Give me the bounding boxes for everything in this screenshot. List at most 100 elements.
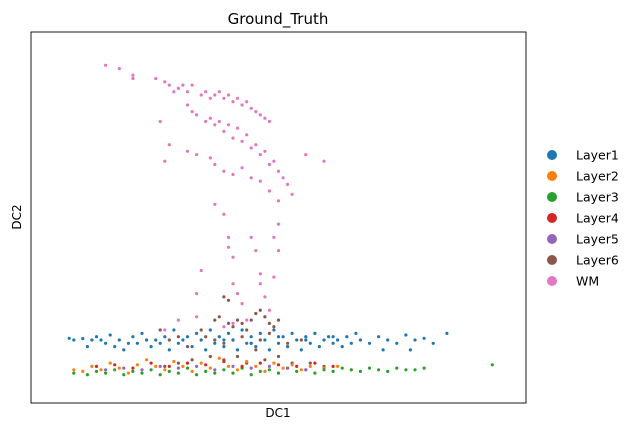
point-wm-3: [131, 76, 135, 81]
point-layer1-65: [445, 331, 449, 335]
point-layer3-17: [231, 371, 235, 375]
point-layer6-27: [176, 335, 180, 339]
point-layer3-36: [404, 368, 408, 372]
point-layer1-24: [208, 328, 212, 332]
point-layer3-8: [149, 368, 153, 372]
point-wm-20: [235, 96, 240, 100]
point-layer3-24: [295, 369, 299, 373]
point-layer1-33: [249, 335, 253, 339]
point-wm-82: [272, 235, 276, 239]
point-wm-30: [195, 113, 199, 117]
point-wm-87: [231, 321, 235, 325]
legend-marker-layer1: [547, 150, 557, 160]
point-wm-83: [276, 222, 281, 226]
point-layer6-9: [249, 318, 253, 322]
point-wm-86: [245, 318, 249, 322]
point-layer5-4: [176, 366, 180, 370]
point-layer6-18: [213, 338, 217, 342]
point-layer1-49: [322, 338, 326, 342]
point-layer1-71: [126, 341, 130, 345]
point-layer2-1: [81, 369, 85, 373]
point-layer2-22: [272, 361, 276, 365]
point-layer2-25: [299, 368, 303, 372]
point-layer3-5: [122, 373, 126, 377]
point-layer2-8: [145, 358, 149, 362]
legend-marker-layer3: [547, 192, 557, 202]
point-layer3-38: [422, 366, 426, 370]
point-wm-91: [195, 315, 199, 319]
point-layer1-14: [154, 338, 158, 342]
point-layer1-40: [281, 335, 285, 339]
point-layer5-0: [104, 368, 108, 372]
point-layer4-8: [240, 364, 244, 368]
point-layer3-26: [313, 371, 317, 375]
point-wm-37: [231, 136, 235, 140]
point-layer1-59: [386, 338, 390, 342]
point-layer6-25: [158, 328, 162, 332]
point-layer6-6: [235, 318, 240, 322]
point-layer6-7: [240, 321, 244, 325]
point-layer3-29: [340, 366, 344, 370]
point-wm-78: [258, 282, 262, 286]
legend-marker-layer2: [547, 171, 557, 181]
point-wm-54: [185, 149, 190, 153]
point-layer4-1: [113, 363, 117, 367]
point-wm-38: [235, 126, 240, 130]
point-layer4-5: [185, 361, 190, 365]
point-wm-32: [208, 116, 212, 120]
point-layer6-26: [167, 338, 171, 342]
point-wm-79: [263, 295, 267, 299]
point-layer6-15: [276, 318, 281, 322]
point-layer3-21: [267, 368, 271, 372]
point-layer4-0: [94, 364, 99, 368]
point-layer1-50: [327, 335, 331, 339]
point-layer1-22: [199, 338, 203, 342]
point-layer3-30: [349, 368, 353, 372]
point-layer1-35: [258, 331, 262, 335]
point-layer1-57: [367, 341, 372, 345]
point-wm-75: [249, 235, 253, 239]
point-layer6-41: [163, 364, 167, 368]
point-layer6-3: [217, 315, 221, 319]
point-layer1-28: [226, 331, 231, 335]
legend-label-wm: WM: [576, 274, 599, 289]
point-layer1-70: [145, 338, 149, 342]
point-layer5-8: [249, 366, 253, 370]
point-wm-18: [226, 93, 231, 97]
point-layer1-30: [235, 348, 240, 352]
point-layer3-33: [377, 368, 381, 372]
point-layer5-7: [231, 364, 235, 368]
point-layer2-20: [254, 364, 258, 368]
legend-marker-wm: [547, 276, 557, 286]
point-layer2-3: [99, 368, 103, 372]
point-wm-84: [276, 249, 281, 253]
point-wm-53: [167, 143, 171, 147]
point-layer1-0: [67, 336, 71, 340]
point-layer1-16: [167, 348, 171, 352]
point-wm-24: [254, 110, 258, 114]
point-layer6-36: [263, 358, 267, 362]
legend-marker-layer4: [547, 213, 557, 223]
point-wm-92: [176, 318, 180, 322]
point-layer2-10: [163, 368, 167, 372]
point-layer2-24: [290, 363, 294, 367]
point-layer1-20: [190, 345, 194, 349]
point-layer4-2: [131, 366, 135, 370]
point-wm-9: [181, 83, 185, 87]
point-wm-55: [195, 153, 199, 157]
point-layer3-4: [113, 368, 117, 372]
point-layer1-3: [85, 345, 89, 349]
point-layer3-13: [195, 373, 199, 377]
point-layer4-3: [149, 361, 153, 365]
chart-title: Ground_Truth: [228, 10, 329, 29]
point-wm-31: [204, 119, 208, 124]
point-wm-34: [217, 119, 221, 124]
point-layer1-27: [222, 345, 226, 349]
legend-marker-layer6: [547, 255, 557, 265]
point-layer2-6: [126, 371, 130, 375]
point-layer3-2: [94, 369, 99, 373]
point-layer3-15: [213, 371, 217, 375]
point-layer2-15: [208, 366, 212, 370]
point-wm-16: [217, 90, 221, 94]
point-layer1-51: [331, 341, 335, 345]
